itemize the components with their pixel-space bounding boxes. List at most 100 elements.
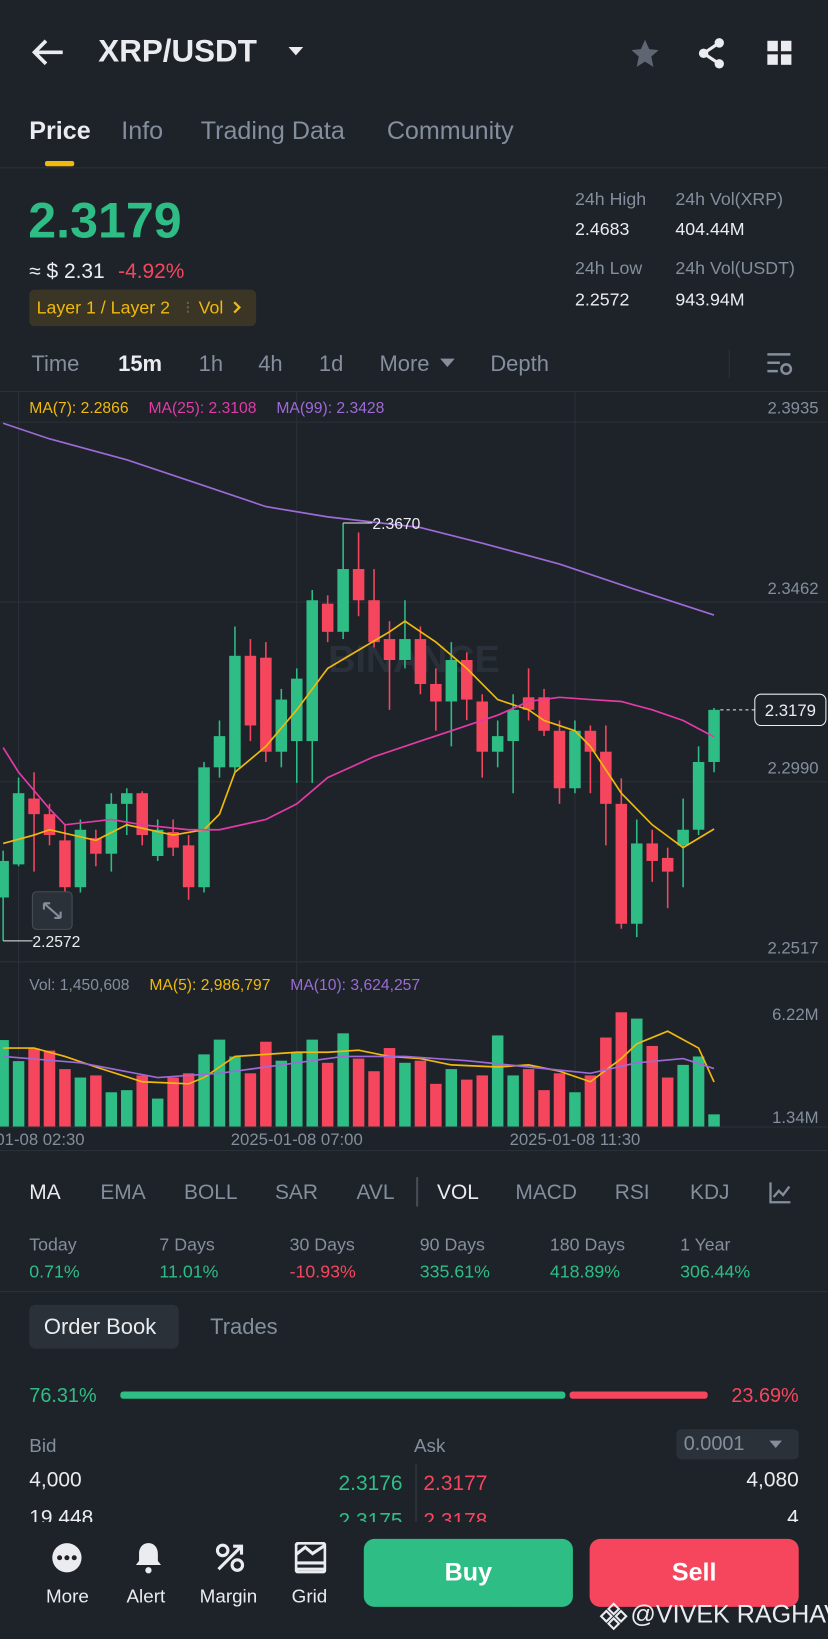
volume-bar xyxy=(646,1045,658,1127)
indicator[interactable]: MA xyxy=(29,1181,61,1205)
candle-body xyxy=(43,814,56,836)
layout-icon[interactable] xyxy=(766,40,793,67)
grid-icon[interactable] xyxy=(294,1542,327,1574)
volume-bar xyxy=(476,1075,488,1127)
volume-bar xyxy=(507,1075,519,1127)
tab[interactable]: Trading Data xyxy=(200,117,345,146)
interval[interactable]: Depth xyxy=(490,352,549,377)
candle-body xyxy=(337,569,349,632)
volume-bar xyxy=(151,1098,164,1127)
tab[interactable]: Price xyxy=(29,117,91,146)
tab[interactable]: Community xyxy=(386,117,514,146)
y-tick-label: 2.2517 xyxy=(767,938,818,957)
interval[interactable]: 1h xyxy=(198,352,224,377)
perf-value: -10.93% xyxy=(289,1261,356,1282)
indicator-settings-icon[interactable] xyxy=(768,1181,791,1204)
fullscreen-button[interactable] xyxy=(31,891,73,931)
nav-label[interactable]: Alert xyxy=(126,1585,166,1607)
indicator[interactable]: AVL xyxy=(356,1181,395,1205)
sell-button[interactable]: Sell xyxy=(589,1538,799,1607)
chevron xyxy=(233,301,242,314)
pair-title[interactable]: XRP/USDT xyxy=(98,34,257,69)
precision[interactable]: 0.0001 xyxy=(683,1433,745,1456)
volume-bar xyxy=(368,1071,380,1127)
volume-bar xyxy=(569,1092,581,1127)
interval[interactable]: 1d xyxy=(318,352,344,377)
ask-ratio-bar xyxy=(569,1391,708,1399)
volume-bar xyxy=(584,1075,597,1127)
tab-indicator xyxy=(44,160,75,167)
favorite-icon[interactable] xyxy=(629,38,660,69)
bid-price: 2.3176 xyxy=(338,1471,403,1495)
ask-price: 2.3177 xyxy=(423,1471,488,1495)
plot: BINANCE xyxy=(0,392,828,1127)
more-icon[interactable] xyxy=(51,1542,82,1573)
indicator[interactable]: EMA xyxy=(100,1181,146,1205)
y-tick-label: 2.3935 xyxy=(767,399,818,418)
nav-label[interactable]: Margin xyxy=(199,1585,258,1607)
candle-body xyxy=(121,793,133,804)
interval[interactable]: Time xyxy=(31,352,80,377)
margin-icon[interactable] xyxy=(214,1542,245,1573)
volume-ma-legend: MA(10): 3,624,257 xyxy=(290,977,420,994)
perf-value: 335.61% xyxy=(419,1261,490,1282)
tab[interactable]: Trades xyxy=(210,1315,278,1340)
ask-header: Ask xyxy=(413,1435,446,1457)
perf-label: 7 Days xyxy=(159,1234,215,1255)
candle-body xyxy=(491,736,504,752)
ma-line xyxy=(2,422,715,616)
volume-bar xyxy=(692,1056,705,1127)
watermark: @VIVEK RAGHAV xyxy=(630,1600,828,1629)
volume-bar xyxy=(661,1077,674,1127)
indicator[interactable]: RSI xyxy=(614,1181,650,1205)
fiat-price: ≈ $ 2.31 xyxy=(29,260,105,284)
volume-bar xyxy=(677,1064,689,1127)
indicator[interactable]: KDJ xyxy=(689,1182,730,1204)
tag[interactable]: Layer 1 / Layer 2 xyxy=(36,297,170,318)
tab[interactable]: Info xyxy=(121,117,164,146)
candle-body xyxy=(352,569,365,601)
indicator[interactable]: VOL xyxy=(436,1181,479,1205)
interval[interactable]: More xyxy=(379,352,430,377)
candle-body xyxy=(677,829,689,846)
separator xyxy=(728,349,730,379)
candle-body xyxy=(244,655,257,726)
nav-label[interactable]: More xyxy=(45,1585,89,1607)
candle-body xyxy=(553,730,566,789)
divider xyxy=(0,390,828,393)
indicator[interactable]: MACD xyxy=(515,1181,577,1205)
candle-body xyxy=(105,803,118,854)
indicator[interactable]: SAR xyxy=(274,1181,318,1205)
last-price-box xyxy=(754,693,827,727)
buy-button[interactable]: Buy xyxy=(363,1538,573,1607)
candle-body xyxy=(59,840,71,888)
ma-legend: MA(7): 2.2866 xyxy=(29,400,129,417)
share-icon[interactable] xyxy=(696,38,727,69)
tag-link[interactable]: Vol xyxy=(198,297,224,318)
tag-box[interactable] xyxy=(29,289,257,327)
volume-bar xyxy=(306,1039,318,1127)
interval[interactable]: 15m xyxy=(118,352,163,377)
volume-bar xyxy=(105,1092,118,1127)
candle-body xyxy=(708,709,720,762)
indicator[interactable]: BOLL xyxy=(183,1181,238,1205)
volume-bar xyxy=(291,1052,303,1127)
chart-settings-icon[interactable] xyxy=(766,351,793,376)
candle-body xyxy=(414,639,427,684)
divider xyxy=(0,1291,828,1293)
candle-body xyxy=(368,600,380,643)
alert-icon[interactable] xyxy=(133,1541,164,1574)
back-button[interactable] xyxy=(31,38,64,67)
tag-separator: ⁝ xyxy=(185,297,191,318)
candle-body xyxy=(151,829,164,857)
interval[interactable]: 4h xyxy=(258,352,283,377)
volume-bar xyxy=(74,1077,87,1127)
volume-bar xyxy=(198,1054,210,1127)
volume-bar xyxy=(275,1060,288,1127)
volume-ma-legend: MA(5): 2,986,797 xyxy=(149,977,270,994)
tab[interactable]: Order Book xyxy=(43,1315,157,1340)
precision-caret xyxy=(769,1440,782,1448)
nav-label[interactable]: Grid xyxy=(291,1585,328,1607)
pair-dropdown[interactable] xyxy=(286,45,305,58)
